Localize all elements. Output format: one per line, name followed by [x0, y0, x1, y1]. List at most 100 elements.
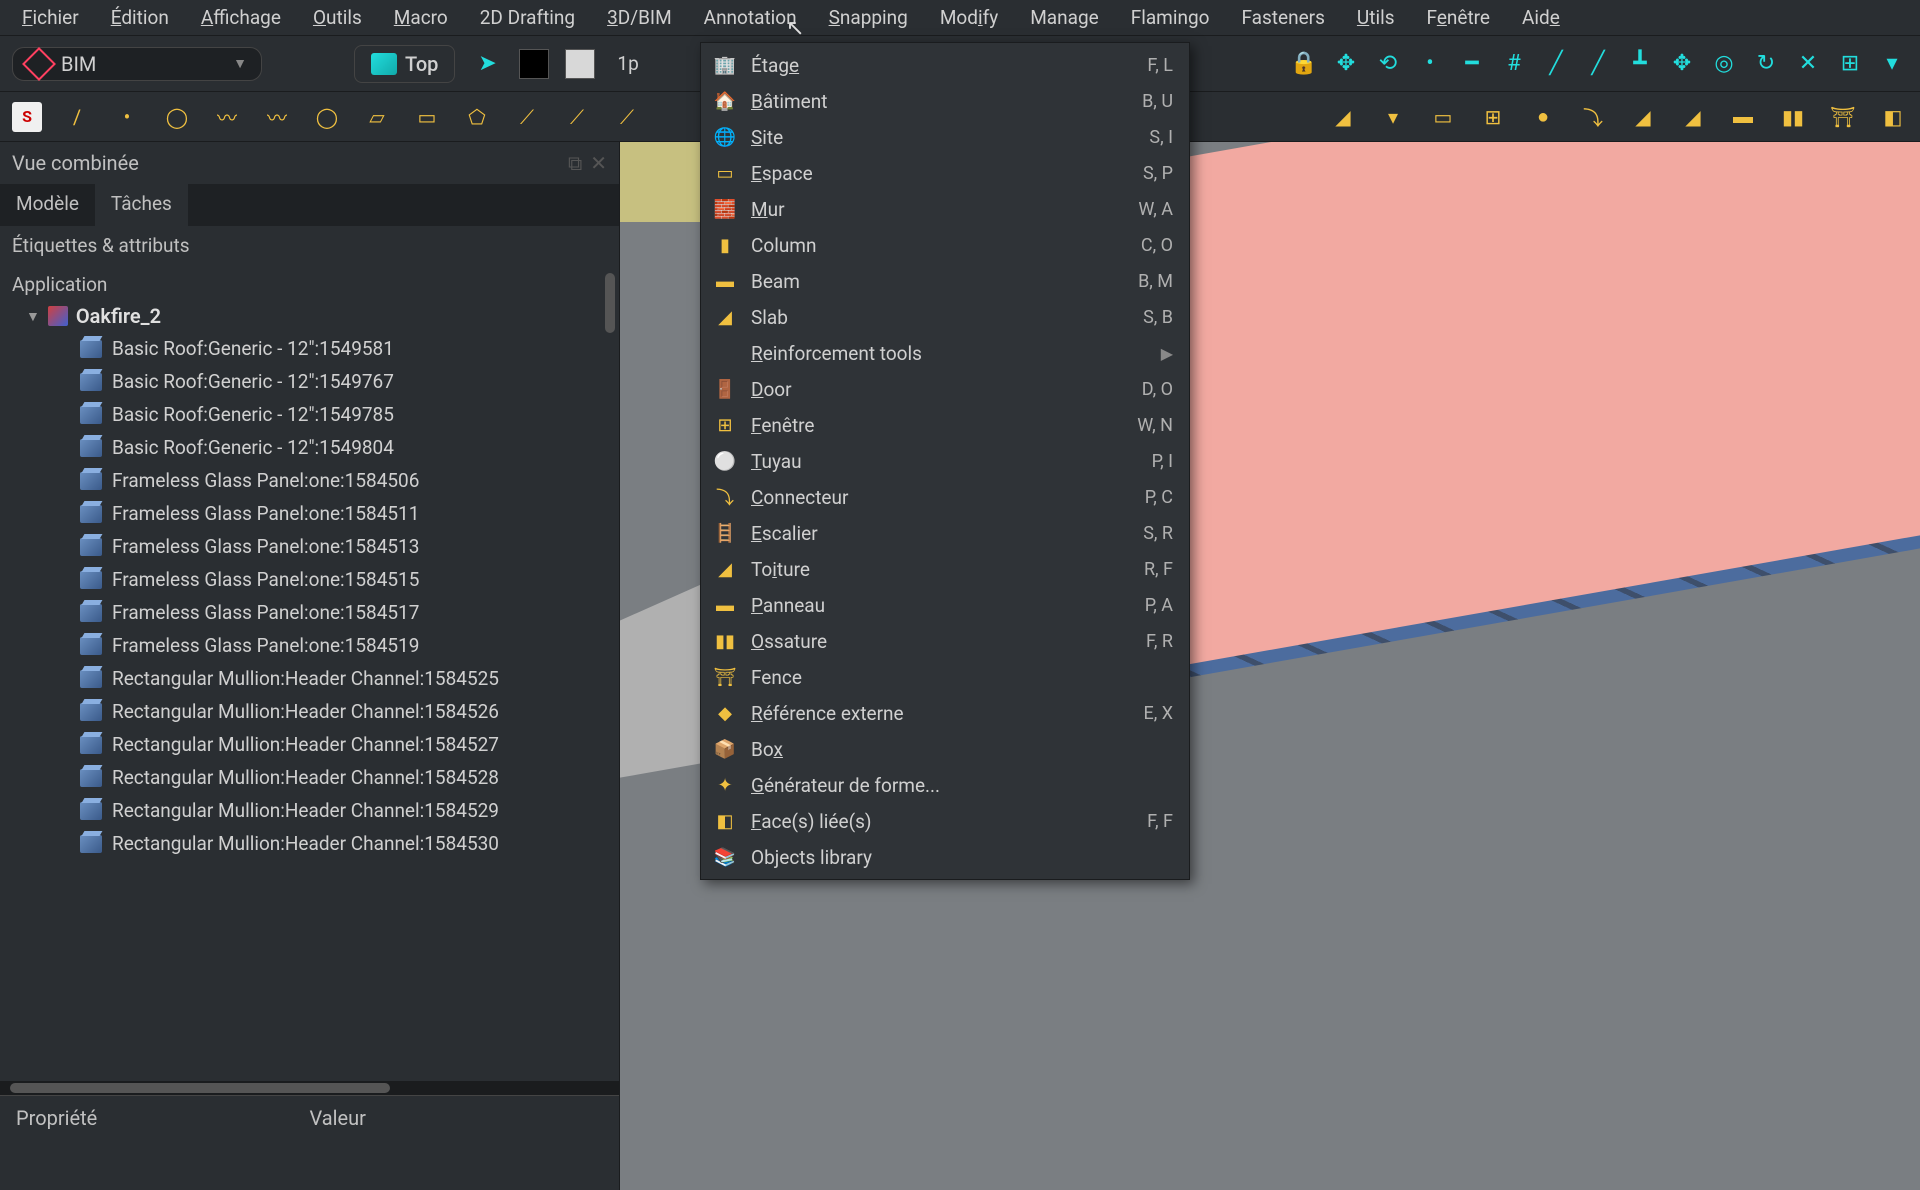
tree-item[interactable]: Rectangular Mullion:Header Channel:15845… [8, 695, 619, 728]
scrollbar-horizontal[interactable] [0, 1081, 619, 1095]
snap-tool-6[interactable]: ╱ [1540, 48, 1572, 80]
workbench-selector[interactable]: BIM ▼ [12, 47, 262, 81]
tree-item[interactable]: Frameless Glass Panel:one:1584517 [8, 596, 619, 629]
tree-item[interactable]: Frameless Glass Panel:one:1584506 [8, 464, 619, 497]
arch-tool-5[interactable]: ⤵ [1578, 102, 1608, 132]
menu-fentre[interactable]: Fenêtre [1413, 2, 1505, 33]
draft-tool-3[interactable]: 〰 [212, 102, 242, 132]
menu-annotation[interactable]: Annotation [690, 2, 811, 33]
arch-tool-2[interactable]: ▭ [1428, 102, 1458, 132]
scrollbar-vertical[interactable] [605, 273, 615, 333]
menu-aide[interactable]: Aide [1508, 2, 1574, 33]
snap-tool-10[interactable]: ◎ [1708, 48, 1740, 80]
snap-tool-4[interactable]: ━ [1456, 48, 1488, 80]
color-swatch-white[interactable] [565, 49, 595, 79]
menu-item-beam[interactable]: ▬BeamB, M [701, 263, 1189, 299]
snap-tool-1[interactable]: ✥ [1330, 48, 1362, 80]
menu-affichage[interactable]: Affichage [187, 2, 295, 33]
menu-item-btiment[interactable]: 🏠BâtimentB, U [701, 83, 1189, 119]
menu-item-connecteur[interactable]: ⤵ConnecteurP, C [701, 479, 1189, 515]
snap-tool-7[interactable]: ╱ [1582, 48, 1614, 80]
tree-item[interactable]: Basic Roof:Generic - 12":1549581 [8, 332, 619, 365]
arch-tool-0[interactable]: ◢ [1328, 102, 1358, 132]
snap-tool-8[interactable]: ┻ [1624, 48, 1656, 80]
menu-item-mur[interactable]: 🧱MurW, A [701, 191, 1189, 227]
snap-tool-14[interactable]: ▾ [1876, 48, 1908, 80]
draft-tool-5[interactable]: ◯ [312, 102, 342, 132]
snap-tool-11[interactable]: ↻ [1750, 48, 1782, 80]
arrow-tool-icon[interactable]: ➤ [471, 48, 503, 80]
snap-tool-9[interactable]: ✥ [1666, 48, 1698, 80]
menu-item-faceslies[interactable]: ◧Face(s) liée(s)F, F [701, 803, 1189, 839]
arch-tool-4[interactable]: ● [1528, 102, 1558, 132]
draft-tool-1[interactable]: • [112, 102, 142, 132]
menu-item-door[interactable]: 🚪DoorD, O [701, 371, 1189, 407]
tree-item[interactable]: Rectangular Mullion:Header Channel:15845… [8, 761, 619, 794]
draft-tool-11[interactable]: ⟋ [612, 102, 642, 132]
tree-item[interactable]: Rectangular Mullion:Header Channel:15845… [8, 728, 619, 761]
tree-item[interactable]: Rectangular Mullion:Header Channel:15845… [8, 794, 619, 827]
snap-tool-3[interactable]: • [1414, 48, 1446, 80]
menu-item-tage[interactable]: 🏢ÉtageF, L [701, 47, 1189, 83]
tree-item[interactable]: Rectangular Mullion:Header Channel:15845… [8, 662, 619, 695]
arch-tool-8[interactable]: ▬ [1728, 102, 1758, 132]
menu-item-reinforcementtools[interactable]: Reinforcement tools▶ [701, 335, 1189, 371]
arch-tool-10[interactable]: ⛩ [1828, 102, 1858, 132]
menu-macro[interactable]: Macro [380, 2, 462, 33]
menu-item-rfrenceexterne[interactable]: ◆Référence externeE, X [701, 695, 1189, 731]
arch-tool-11[interactable]: ◧ [1878, 102, 1908, 132]
menu-item-tuyau[interactable]: ⚪TuyauP, I [701, 443, 1189, 479]
model-tree[interactable]: Application ▼ Oakfire_2 Basic Roof:Gener… [0, 265, 619, 1081]
draft-tool-8[interactable]: ⬠ [462, 102, 492, 132]
tree-item[interactable]: Basic Roof:Generic - 12":1549804 [8, 431, 619, 464]
draft-tool-2[interactable]: ◯ [162, 102, 192, 132]
arch-tool-1[interactable]: ▾ [1378, 102, 1408, 132]
arch-tool-3[interactable]: ⊞ [1478, 102, 1508, 132]
draft-tool-7[interactable]: ▭ [412, 102, 442, 132]
tab-tches[interactable]: Tâches [95, 184, 188, 226]
menu-item-gnrateurdeforme[interactable]: ✦Générateur de forme... [701, 767, 1189, 803]
scrollbar-thumb[interactable] [10, 1083, 390, 1093]
draft-tool-4[interactable]: 〰 [262, 102, 292, 132]
view-top-button[interactable]: Top [354, 45, 455, 83]
menu-2ddrafting[interactable]: 2D Drafting [466, 2, 589, 33]
menu-manage[interactable]: Manage [1016, 2, 1113, 33]
arch-tool-6[interactable]: ◢ [1628, 102, 1658, 132]
menu-item-fentre[interactable]: ⊞FenêtreW, N [701, 407, 1189, 443]
draft-tool-6[interactable]: ▱ [362, 102, 392, 132]
menu-3dbim[interactable]: 3D/BIM [593, 2, 686, 33]
tree-root[interactable]: Application [8, 269, 619, 300]
menu-item-toiture[interactable]: ◢ToitureR, F [701, 551, 1189, 587]
tree-document[interactable]: ▼ Oakfire_2 [8, 300, 619, 332]
menu-item-site[interactable]: 🌐SiteS, I [701, 119, 1189, 155]
menu-item-column[interactable]: ▮ColumnC, O [701, 227, 1189, 263]
menu-outils[interactable]: Outils [299, 2, 376, 33]
arch-tool-9[interactable]: ▮▮ [1778, 102, 1808, 132]
tree-item[interactable]: Basic Roof:Generic - 12":1549767 [8, 365, 619, 398]
tree-item[interactable]: Rectangular Mullion:Header Channel:15845… [8, 827, 619, 860]
tree-item[interactable]: Frameless Glass Panel:one:1584515 [8, 563, 619, 596]
snap-tool-2[interactable]: ⟲ [1372, 48, 1404, 80]
menu-item-objectslibrary[interactable]: 📚Objects library [701, 839, 1189, 875]
menu-item-escalier[interactable]: 🪜EscalierS, R [701, 515, 1189, 551]
menu-dition[interactable]: Édition [97, 2, 183, 33]
tree-item[interactable]: Basic Roof:Generic - 12":1549785 [8, 398, 619, 431]
menu-item-panneau[interactable]: ▬PanneauP, A [701, 587, 1189, 623]
snap-tool-13[interactable]: ⊞ [1834, 48, 1866, 80]
snap-tool-5[interactable]: # [1498, 48, 1530, 80]
menu-item-ossature[interactable]: ▮▮OssatureF, R [701, 623, 1189, 659]
menu-snapping[interactable]: Snapping [815, 2, 922, 33]
menu-fichier[interactable]: Fichier [8, 2, 93, 33]
close-icon[interactable]: ✕ [590, 151, 607, 175]
menu-flamingo[interactable]: Flamingo [1117, 2, 1224, 33]
undock-icon[interactable]: ⧉ [568, 151, 582, 175]
draft-tool-10[interactable]: ⟋ [562, 102, 592, 132]
menu-item-slab[interactable]: ◢SlabS, B [701, 299, 1189, 335]
tab-modle[interactable]: Modèle [0, 184, 95, 226]
tree-item[interactable]: Frameless Glass Panel:one:1584511 [8, 497, 619, 530]
menu-item-espace[interactable]: ▭EspaceS, P [701, 155, 1189, 191]
draft-tool-0[interactable]: / [62, 102, 92, 132]
tree-item[interactable]: Frameless Glass Panel:one:1584519 [8, 629, 619, 662]
menu-fasteners[interactable]: Fasteners [1227, 2, 1338, 33]
sketch-icon[interactable]: S [12, 102, 42, 132]
